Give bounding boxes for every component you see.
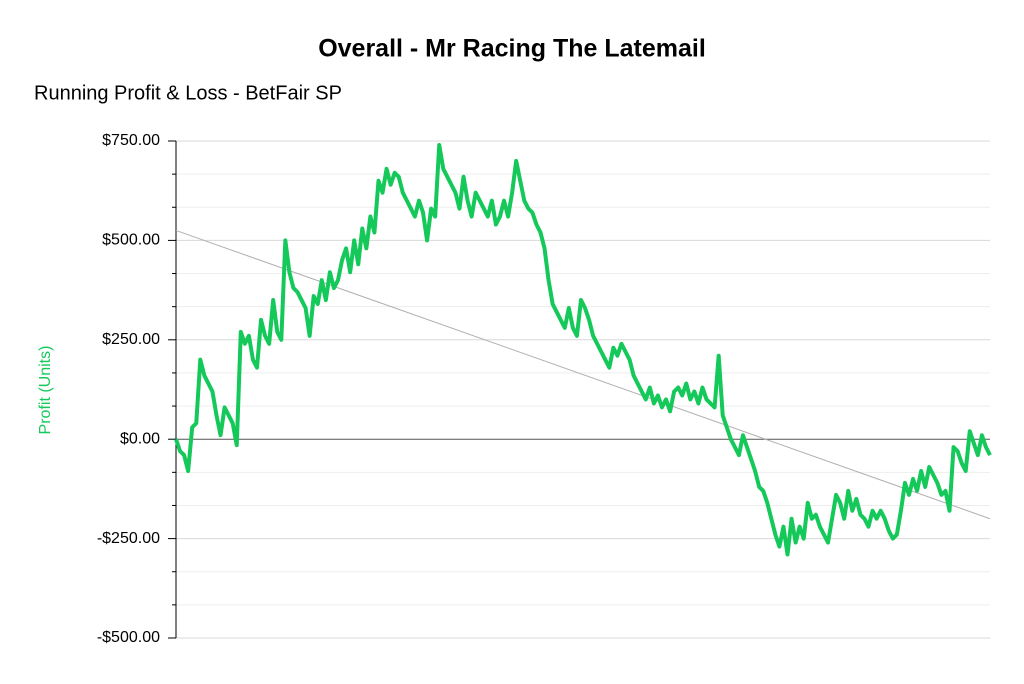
y-tick-label: $0.00 — [120, 430, 160, 447]
chart-subtitle: Running Profit & Loss - BetFair SP — [34, 82, 342, 104]
chart-title: Overall - Mr Racing The Latemail — [318, 35, 706, 63]
profit-line — [174, 142, 992, 557]
y-tick-label: $250.00 — [102, 331, 160, 348]
y-tick-label: -$250.00 — [97, 530, 160, 547]
y-axis-label: Profit (Units) — [37, 346, 54, 435]
y-tick-label: $750.00 — [102, 132, 160, 149]
y-tick-label: $500.00 — [102, 232, 160, 249]
trend-line — [175, 229, 991, 520]
y-tick-label: -$500.00 — [97, 629, 160, 646]
